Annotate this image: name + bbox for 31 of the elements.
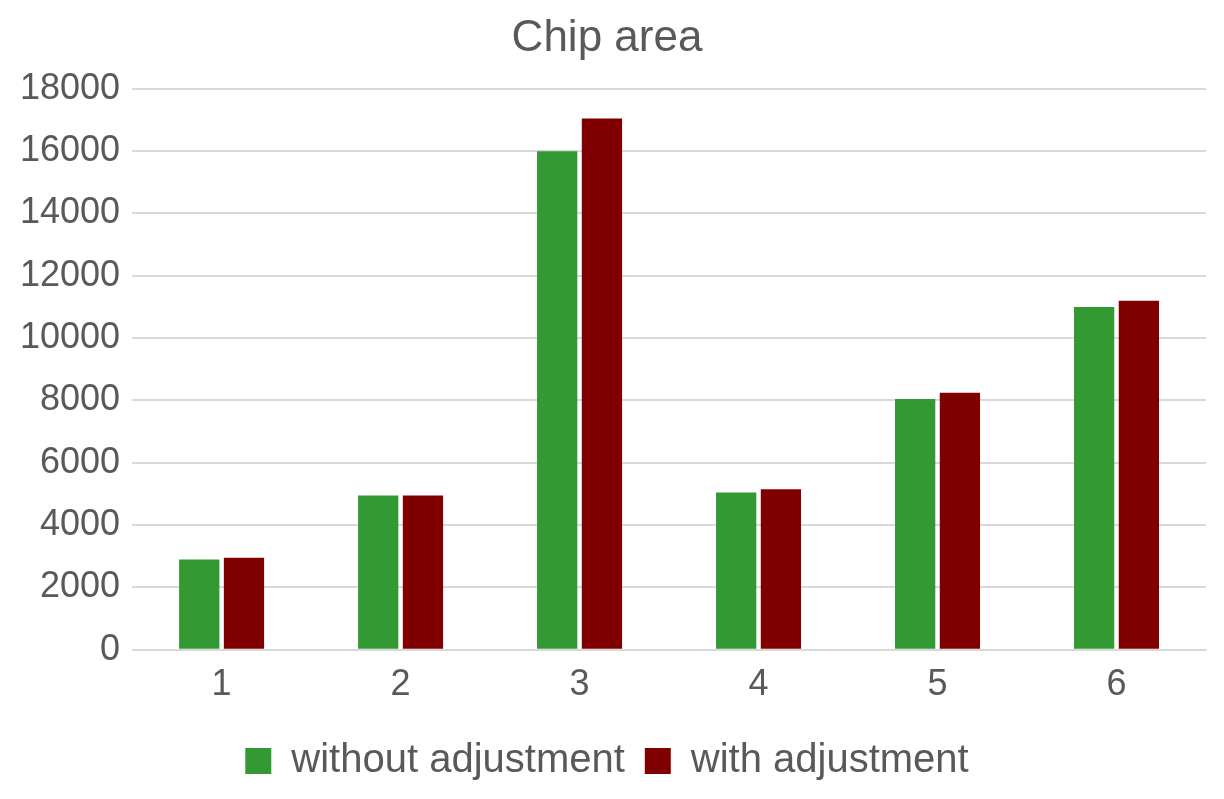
y-tick-label: 6000 [40, 439, 121, 481]
y-tick-label: 18000 [20, 65, 121, 107]
legend-label: with adjustment [689, 736, 969, 781]
bar [939, 392, 981, 649]
x-tick-label: 5 [927, 662, 948, 704]
y-tick-label: 0 [100, 626, 121, 668]
legend-label: without adjustment [290, 736, 625, 781]
y-tick-label: 16000 [20, 128, 121, 170]
x-tick-label: 3 [569, 662, 590, 704]
bar [760, 489, 802, 649]
bar [1074, 306, 1115, 649]
chart-title: Chip area [511, 10, 703, 60]
y-tick-label: 4000 [40, 502, 121, 544]
y-tick-label: 10000 [20, 315, 121, 357]
y-tick-label: 2000 [40, 564, 121, 606]
x-tick-label: 4 [748, 662, 769, 704]
bar [1118, 300, 1160, 649]
x-tick-label: 6 [1106, 662, 1127, 704]
y-tick-label: 14000 [20, 190, 121, 232]
bar [179, 559, 220, 649]
bar [581, 118, 623, 649]
bar [402, 495, 444, 649]
bar [223, 557, 265, 649]
bar [537, 151, 578, 649]
bar [358, 495, 399, 649]
y-tick-label: 12000 [20, 252, 121, 294]
y-tick-label: 8000 [40, 377, 121, 419]
bar [895, 398, 936, 649]
x-tick-label: 2 [390, 662, 411, 704]
bar [716, 492, 757, 649]
x-tick-label: 1 [211, 662, 232, 704]
